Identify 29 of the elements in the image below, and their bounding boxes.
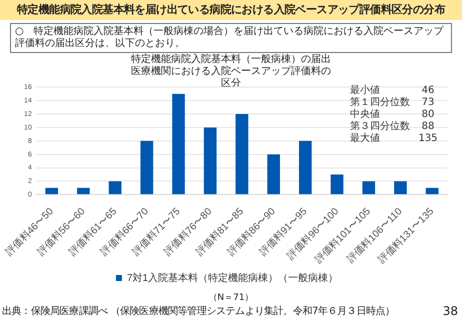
bar xyxy=(236,114,248,194)
text: （N＝71） xyxy=(207,293,255,304)
bar xyxy=(330,174,344,194)
text: 46 xyxy=(422,85,434,96)
text: 88 xyxy=(422,121,434,132)
bar xyxy=(45,188,58,194)
text: 80 xyxy=(422,109,434,120)
bar xyxy=(394,181,407,194)
source-note: 出典：保険局医療課調べ （保険医療機関等管理システムより集計。令和7年６月３日時点） xyxy=(2,306,395,318)
bar xyxy=(426,188,438,194)
text: 第１四分位数 xyxy=(350,97,410,108)
text: 最小値 xyxy=(350,85,380,96)
bar xyxy=(204,127,217,194)
text: 73 xyxy=(422,97,434,108)
bar xyxy=(140,140,154,194)
text: ○ 特定機能病院入院基本料（一般病棟の場合）を届け出ている病院における入院ベースアップ評価料の届出区分は、以下のとおり。 xyxy=(10,23,452,53)
bar xyxy=(77,188,90,194)
bar xyxy=(267,154,280,194)
text: 最大値 xyxy=(350,133,380,144)
bar xyxy=(108,181,122,194)
chart-title: 特定機能病院入院基本料を届け出ている病院における入院ベースアップ評価料区分の分布 xyxy=(0,0,462,20)
text: 38 xyxy=(442,304,458,318)
text: 第３四分位数 xyxy=(350,121,410,132)
text: 中央値 xyxy=(350,109,380,120)
bar xyxy=(362,181,376,194)
bar xyxy=(298,140,312,194)
text: 135 xyxy=(418,133,438,144)
bar xyxy=(172,94,185,194)
legend-label: 7対1入院基本料（特定機能病棟）（一般病棟） xyxy=(126,272,338,284)
